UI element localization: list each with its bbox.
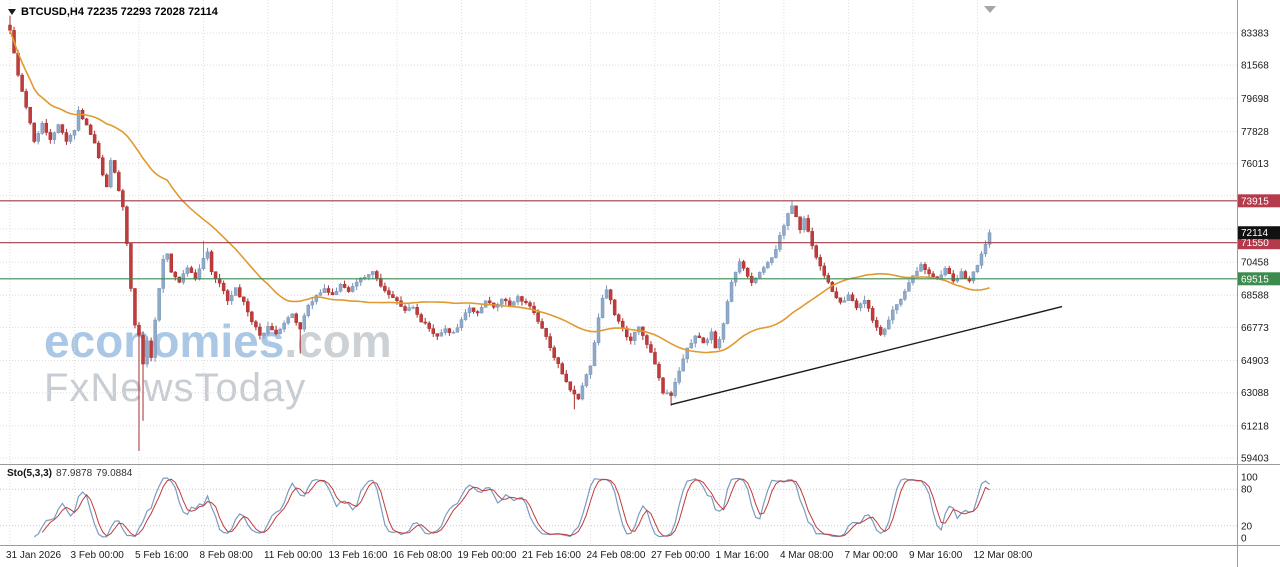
price-axis-label: 83383 — [1241, 29, 1269, 40]
moving-average-line — [9, 30, 990, 354]
price-axis-label: 70458 — [1241, 258, 1269, 269]
svg-text:73915: 73915 — [1241, 196, 1269, 207]
stoch-axis-label: 0 — [1241, 534, 1247, 545]
svg-text:69515: 69515 — [1241, 274, 1269, 285]
stochastic-d-line — [41, 478, 990, 537]
svg-text:71550: 71550 — [1241, 238, 1269, 249]
stoch-axis-label: 20 — [1241, 521, 1253, 532]
price-axis-label: 68588 — [1241, 291, 1269, 302]
watermark-line2: FxNewsToday — [44, 365, 307, 410]
time-axis-label: 21 Feb 16:00 — [522, 550, 581, 561]
price-axis-label: 77828 — [1241, 127, 1269, 138]
symbol-ohlc-text: BTCUSD,H4 72235 72293 72028 72114 — [21, 6, 218, 18]
candles — [8, 15, 992, 451]
price-axis-label: 64903 — [1241, 356, 1269, 367]
stoch-axis-label: 100 — [1241, 473, 1258, 484]
price-axis-label: 76013 — [1241, 159, 1269, 170]
price-axis[interactable] — [1237, 0, 1280, 545]
level-price-badge: 69515 — [1238, 272, 1280, 286]
grid — [0, 0, 1237, 545]
time-axis-label: 4 Mar 08:00 — [780, 550, 834, 561]
level-price-badge: 73915 — [1238, 194, 1280, 208]
stochastic-name: Sto(5,3,3) — [7, 468, 53, 479]
time-axis-label: 27 Feb 00:00 — [651, 550, 710, 561]
stochastic-k-value: 87.9878 — [56, 468, 93, 479]
time-axis-label: 13 Feb 16:00 — [328, 550, 387, 561]
watermark-line1: economies.com — [44, 318, 392, 365]
ascending-trendline[interactable] — [670, 305, 1063, 406]
price-axis-label: 61218 — [1241, 421, 1269, 432]
time-axis-label: 11 Feb 00:00 — [264, 550, 323, 561]
time-axis-label: 8 Feb 08:00 — [199, 550, 253, 561]
time-axis-label: 19 Feb 00:00 — [457, 550, 516, 561]
stochastic-d-value: 79.0884 — [96, 468, 133, 479]
price-axis-label: 59403 — [1241, 454, 1269, 465]
time-axis-label: 3 Feb 00:00 — [70, 550, 124, 561]
current-price-badge: 72114 — [1238, 226, 1280, 240]
symbol-marker-icon — [8, 9, 16, 15]
chart-shift-marker-icon[interactable] — [984, 6, 996, 13]
stochastic-indicator-label: Sto(5,3,3) 87.9878 79.0884 — [7, 468, 132, 479]
time-axis-label: 12 Mar 08:00 — [973, 550, 1032, 561]
price-axis-label: 79698 — [1241, 94, 1269, 105]
price-axis-label: 66773 — [1241, 323, 1269, 334]
stochastic-k-line — [33, 477, 990, 538]
watermark-domain: .com — [284, 315, 392, 367]
time-axis-label: 7 Mar 00:00 — [844, 550, 898, 561]
level-price-badge: 71550 — [1238, 236, 1280, 250]
symbol-ohlc-header: BTCUSD,H4 72235 72293 72028 72114 — [8, 6, 218, 18]
time-axis-label: 24 Feb 08:00 — [586, 550, 645, 561]
price-axis-label: 63088 — [1241, 388, 1269, 399]
stoch-axis-label: 80 — [1241, 485, 1253, 496]
price-axis-label: 81568 — [1241, 61, 1269, 72]
watermark-brand: economies — [44, 315, 285, 367]
time-axis-label: 31 Jan 2026 — [6, 550, 61, 561]
time-axis-label: 16 Feb 08:00 — [393, 550, 452, 561]
time-axis[interactable] — [0, 546, 1237, 567]
time-axis-label: 9 Mar 16:00 — [909, 550, 963, 561]
time-axis-label: 5 Feb 16:00 — [135, 550, 189, 561]
svg-text:72114: 72114 — [1241, 228, 1269, 239]
time-axis-label: 1 Mar 16:00 — [715, 550, 769, 561]
watermark: economies.com FxNewsToday — [44, 318, 392, 409]
